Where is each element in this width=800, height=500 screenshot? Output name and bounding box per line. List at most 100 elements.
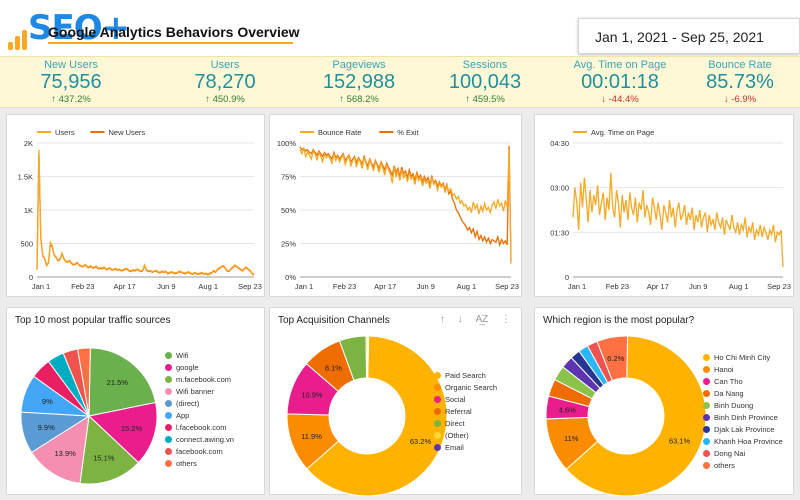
slice-data-label: 6.2% — [607, 354, 624, 363]
more-options-icon[interactable]: ⋮ — [501, 314, 511, 325]
legend-dot — [165, 388, 172, 395]
kpi-value: 152,988 — [322, 71, 396, 93]
x-tick-label: Feb 23 — [606, 282, 629, 291]
series-line — [572, 172, 784, 268]
pie-slice — [596, 335, 629, 382]
kpi-change: ↑ 459.5% — [465, 94, 505, 105]
slice-data-label: 10.9% — [301, 391, 323, 400]
legend-dot — [434, 444, 441, 451]
y-tick-label: 100% — [277, 139, 297, 148]
date-range-picker[interactable]: Jan 1, 2021 - Sep 25, 2021 — [578, 18, 800, 54]
kpi-label: Users — [210, 59, 240, 71]
y-tick-label: 25% — [281, 240, 296, 249]
panel-title: Top Acquisition Channels — [278, 315, 390, 326]
legend-label: Khanh Hoa Province — [714, 437, 783, 446]
pie-slice — [88, 347, 157, 417]
legend-dot — [165, 364, 172, 371]
legend-label: Binh Duong — [714, 401, 754, 410]
kpi-label: Sessions — [462, 59, 508, 71]
legend-dot — [434, 372, 441, 379]
legend-label: App — [176, 411, 190, 420]
legend-item: Ho Chi Minh City — [703, 352, 783, 364]
legend-dot — [165, 400, 172, 407]
kpi-change: ↓ -44.4% — [601, 94, 639, 105]
legend-item: facebook.com — [165, 446, 234, 458]
region-panel: Which region is the most popular? 63.1% 1… — [534, 307, 794, 496]
legend-item: (Other) — [434, 430, 497, 442]
legend-dot — [703, 450, 710, 457]
slice-data-label: 15.2% — [121, 424, 143, 433]
traffic-sources-legend: Wifi google m.facebook.com Wifi banner (dire… — [165, 350, 234, 470]
legend-label: Can Tho — [714, 377, 743, 386]
arrow-up-icon[interactable]: ↑ — [439, 314, 445, 325]
x-tick-label: Apr 17 — [647, 282, 669, 291]
kpi-change: ↑ 450.9% — [205, 94, 245, 105]
page-title: Google Analytics Behaviors Overview — [48, 24, 300, 40]
kpi-value: 75,956 — [40, 71, 102, 93]
kpi-value: 78,270 — [194, 71, 256, 93]
legend-label: others — [176, 459, 197, 468]
slice-data-label: 13.9% — [55, 449, 77, 458]
y-tick-label: 1.5K — [18, 173, 33, 182]
series-line — [36, 149, 255, 276]
x-tick-label: Sep 23 — [238, 282, 262, 291]
legend-item: Wifi — [165, 350, 234, 362]
kpi-pageviews: Pageviews 152,988 ↑ 568.2% — [294, 59, 424, 105]
legend-label: Ho Chi Minh City — [714, 353, 771, 362]
legend-item: Organic Search — [434, 382, 497, 394]
legend-dot — [434, 408, 441, 415]
x-tick-label: Apr 17 — [374, 282, 396, 291]
x-tick-label: Jun 9 — [417, 282, 435, 291]
y-tick-label: 03:00 — [550, 184, 569, 193]
time-chart-panel: Avg. Time on Page 04:30 03:00 01:30 0 Jan 1 Fe… — [534, 114, 794, 297]
legend-item: Khanh Hoa Province — [703, 436, 783, 448]
region-legend: Ho Chi Minh City Hanoi Can Tho Da Nang Binh … — [703, 352, 783, 472]
legend-label: Paid Search — [445, 371, 486, 380]
legend-item: Email — [434, 442, 497, 454]
x-tick-label: Sep 23 — [767, 282, 791, 291]
legend-item: google — [165, 362, 234, 374]
slice-data-label: 9.9% — [38, 423, 55, 432]
legend-item: l.facebook.com — [165, 422, 234, 434]
panel-title: Top 10 most popular traffic sources — [15, 315, 171, 326]
kpi-value: 85.73% — [706, 71, 774, 93]
header: SEO+ Google Analytics Behaviors Overview… — [0, 0, 800, 56]
legend-dot — [165, 460, 172, 467]
pie-slice — [30, 415, 90, 484]
legend-label: Binh Dinh Province — [714, 413, 778, 422]
sort-az-icon[interactable]: A͢Z — [475, 314, 489, 325]
legend-dot — [703, 378, 710, 385]
legend-dot — [703, 414, 710, 421]
legend-label: Email — [445, 443, 464, 452]
legend-item: Binh Dinh Province — [703, 412, 783, 424]
kpi-band: New Users 75,956 ↑ 437.2% Users 78,270 ↑… — [0, 56, 800, 108]
y-tick-label: 0 — [29, 273, 33, 282]
arrow-down-icon[interactable]: ↓ — [457, 314, 463, 325]
y-tick-label: 2K — [24, 139, 33, 148]
legend-label: Users — [55, 128, 75, 137]
x-tick-label: Apr 17 — [114, 282, 136, 291]
series-line — [299, 146, 512, 264]
legend-label: others — [714, 461, 735, 470]
kpi-avg-time: Avg. Time on Page 00:01:18 ↓ -44.4% — [555, 59, 685, 105]
legend-dot — [434, 432, 441, 439]
kpi-change-value: 568.2% — [346, 94, 379, 105]
legend-label: Direct — [445, 419, 465, 428]
acquisition-donut: 63.2% 11.9% 10.9% 8.1% — [286, 335, 448, 496]
kpi-change: ↑ 437.2% — [51, 94, 91, 105]
legend-dot — [434, 384, 441, 391]
pie-slice — [79, 414, 140, 485]
legend-item: Referral — [434, 406, 497, 418]
slice-data-label: 9% — [42, 397, 53, 406]
slice-data-label: 21.5% — [107, 378, 129, 387]
legend-label: % Exit — [397, 128, 419, 137]
legend-item: Wifi banner — [165, 386, 234, 398]
pie-slice — [366, 335, 370, 379]
kpi-change-value: -44.4% — [608, 94, 639, 105]
legend-dot — [703, 402, 710, 409]
y-tick-label: 04:30 — [550, 139, 569, 148]
legend-dot — [703, 426, 710, 433]
kpi-value: 00:01:18 — [581, 71, 659, 93]
kpi-change: ↓ -6.9% — [723, 94, 757, 105]
